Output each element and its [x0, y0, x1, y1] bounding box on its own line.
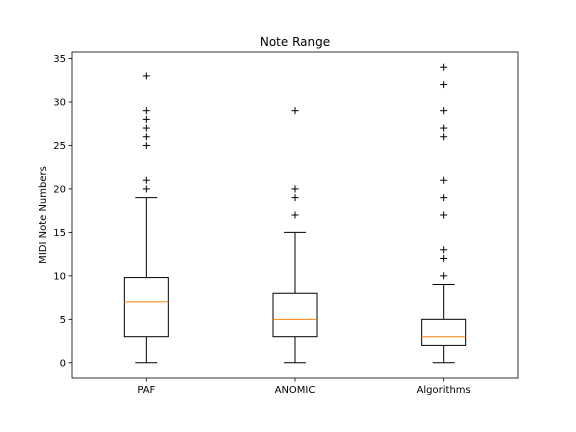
flier-anomic — [291, 107, 299, 115]
flier-algorithms — [440, 107, 448, 115]
plot-layer: 0 5 10 15 20 25 30 35 PAF ANOMIC Algorithms — [53, 51, 519, 396]
box-anomic — [272, 292, 318, 338]
flier-algorithms — [440, 81, 448, 89]
flier-algorithms — [440, 211, 448, 219]
y-tick-label: 0 — [60, 358, 66, 369]
chart-title: Note Range — [260, 35, 330, 49]
flier-paf — [142, 133, 150, 141]
flier-paf — [142, 185, 150, 193]
flier-anomic — [291, 185, 299, 193]
x-tick-label-algorithms: Algorithms — [417, 385, 471, 396]
flier-anomic — [291, 211, 299, 219]
flier-anomic — [291, 194, 299, 202]
flier-algorithms — [440, 124, 448, 132]
flier-algorithms — [440, 176, 448, 184]
y-axis-label: MIDI Note Numbers — [38, 166, 49, 264]
box-algorithms — [421, 318, 467, 346]
y-tick-label: 15 — [53, 228, 66, 239]
flier-paf — [142, 72, 150, 80]
y-tick-label: 20 — [53, 184, 66, 195]
flier-algorithms — [440, 63, 448, 71]
box-paf — [123, 277, 169, 338]
x-tick-label-paf: PAF — [137, 385, 155, 396]
flier-algorithms — [440, 254, 448, 262]
y-tick-label: 5 — [60, 315, 66, 326]
y-tick-label: 30 — [53, 97, 66, 108]
flier-paf — [142, 141, 150, 149]
flier-algorithms — [440, 272, 448, 280]
flier-algorithms — [440, 246, 448, 254]
flier-algorithms — [440, 194, 448, 202]
flier-paf — [142, 176, 150, 184]
y-tick-label: 35 — [53, 54, 66, 65]
flier-paf — [142, 115, 150, 123]
flier-paf — [142, 124, 150, 132]
y-tick-label: 25 — [53, 141, 66, 152]
y-tick-label: 10 — [53, 271, 66, 282]
x-tick-label-anomic: ANOMIC — [275, 385, 316, 396]
flier-paf — [142, 107, 150, 115]
flier-algorithms — [440, 133, 448, 141]
